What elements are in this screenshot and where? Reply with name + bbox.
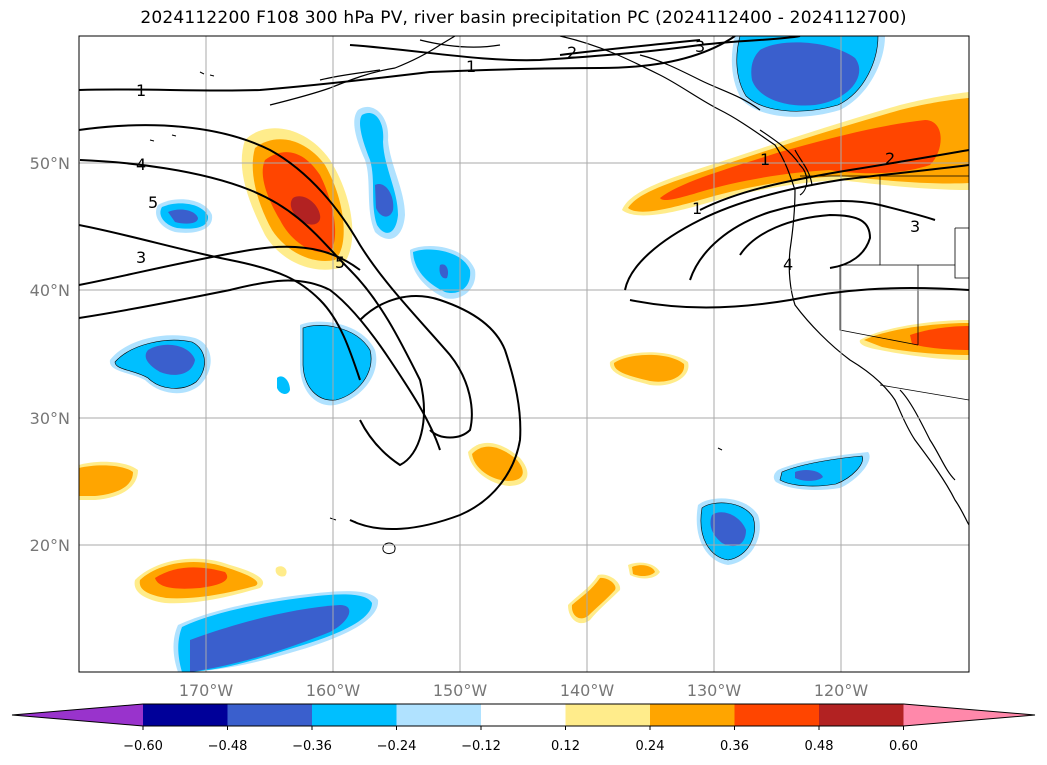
lon-label: 170°W (179, 681, 234, 700)
colorbar-extend-max (903, 704, 1035, 726)
coastlines (269, 36, 969, 526)
lat-label: 20°N (30, 536, 70, 555)
colorbar-segment (312, 704, 397, 726)
lat-label: 50°N (30, 154, 70, 173)
colorbar-tick-label: 0.36 (720, 739, 749, 754)
lon-label: 160°W (306, 681, 361, 700)
lat-label: 30°N (30, 409, 70, 428)
colorbar-tick-label: −0.36 (292, 739, 332, 754)
contour-label: 2 (567, 43, 577, 62)
lon-label: 140°W (560, 681, 615, 700)
colorbar-tick-label: −0.24 (377, 739, 417, 754)
contour-label: 3 (695, 37, 705, 56)
contour-label: 5 (148, 193, 158, 212)
colorbar-tick-label: −0.60 (123, 739, 163, 754)
colorbar-tick-label: 0.24 (636, 739, 665, 754)
colorbar-tick-label: 0.48 (805, 739, 834, 754)
figure-title: 2024112200 F108 300 hPa PV, river basin … (140, 8, 907, 28)
colorbar-tick-label: 0.60 (889, 739, 918, 754)
colorbar-segment (650, 704, 735, 726)
gridlines (79, 36, 969, 672)
colorbar-segment (481, 704, 566, 726)
map-area: 1 1 2 3 1 4 5 3 5 1 2 3 4 (79, 36, 969, 672)
colorbar-segment (227, 704, 313, 726)
colorbar-segment (819, 704, 904, 726)
colorbar: −0.60 −0.48 −0.36 −0.24 −0.12 0.12 0.24 0.36 0.4… (11, 703, 1036, 754)
colorbar-segment (565, 704, 651, 726)
colorbar-segment (396, 704, 482, 726)
contour-label: 2 (885, 149, 895, 168)
lat-label: 40°N (30, 281, 70, 300)
contour-label: 1 (692, 199, 702, 218)
lat-labels: 50°N 40°N 30°N 20°N (30, 154, 70, 555)
lon-label: 120°W (814, 681, 869, 700)
contour-label: 3 (910, 217, 920, 236)
contour-label: 1 (136, 81, 146, 100)
colorbar-segment (143, 704, 228, 726)
contour-label: 1 (466, 57, 476, 76)
colorbar-segment (734, 704, 820, 726)
lon-label: 150°W (433, 681, 488, 700)
precip-shading (79, 36, 969, 672)
contour-labels: 1 1 2 3 1 4 5 3 5 1 2 3 4 (136, 37, 920, 274)
colorbar-tick-label: 0.12 (551, 739, 580, 754)
map-frame (78, 35, 970, 673)
contour-label: 4 (783, 255, 793, 274)
pv-contours (79, 36, 969, 530)
anomaly-outlines (114, 36, 879, 561)
lon-label: 130°W (687, 681, 742, 700)
contour-label: 3 (136, 248, 146, 267)
contour-label: 5 (335, 253, 345, 272)
colorbar-extend-min (12, 704, 143, 726)
contour-label: 4 (136, 155, 146, 174)
colorbar-tick-label: −0.48 (208, 739, 248, 754)
colorbar-tick-label: −0.12 (461, 739, 501, 754)
contour-label: 1 (760, 150, 770, 169)
lon-labels: 170°W 160°W 150°W 140°W 130°W 120°W (179, 681, 869, 700)
